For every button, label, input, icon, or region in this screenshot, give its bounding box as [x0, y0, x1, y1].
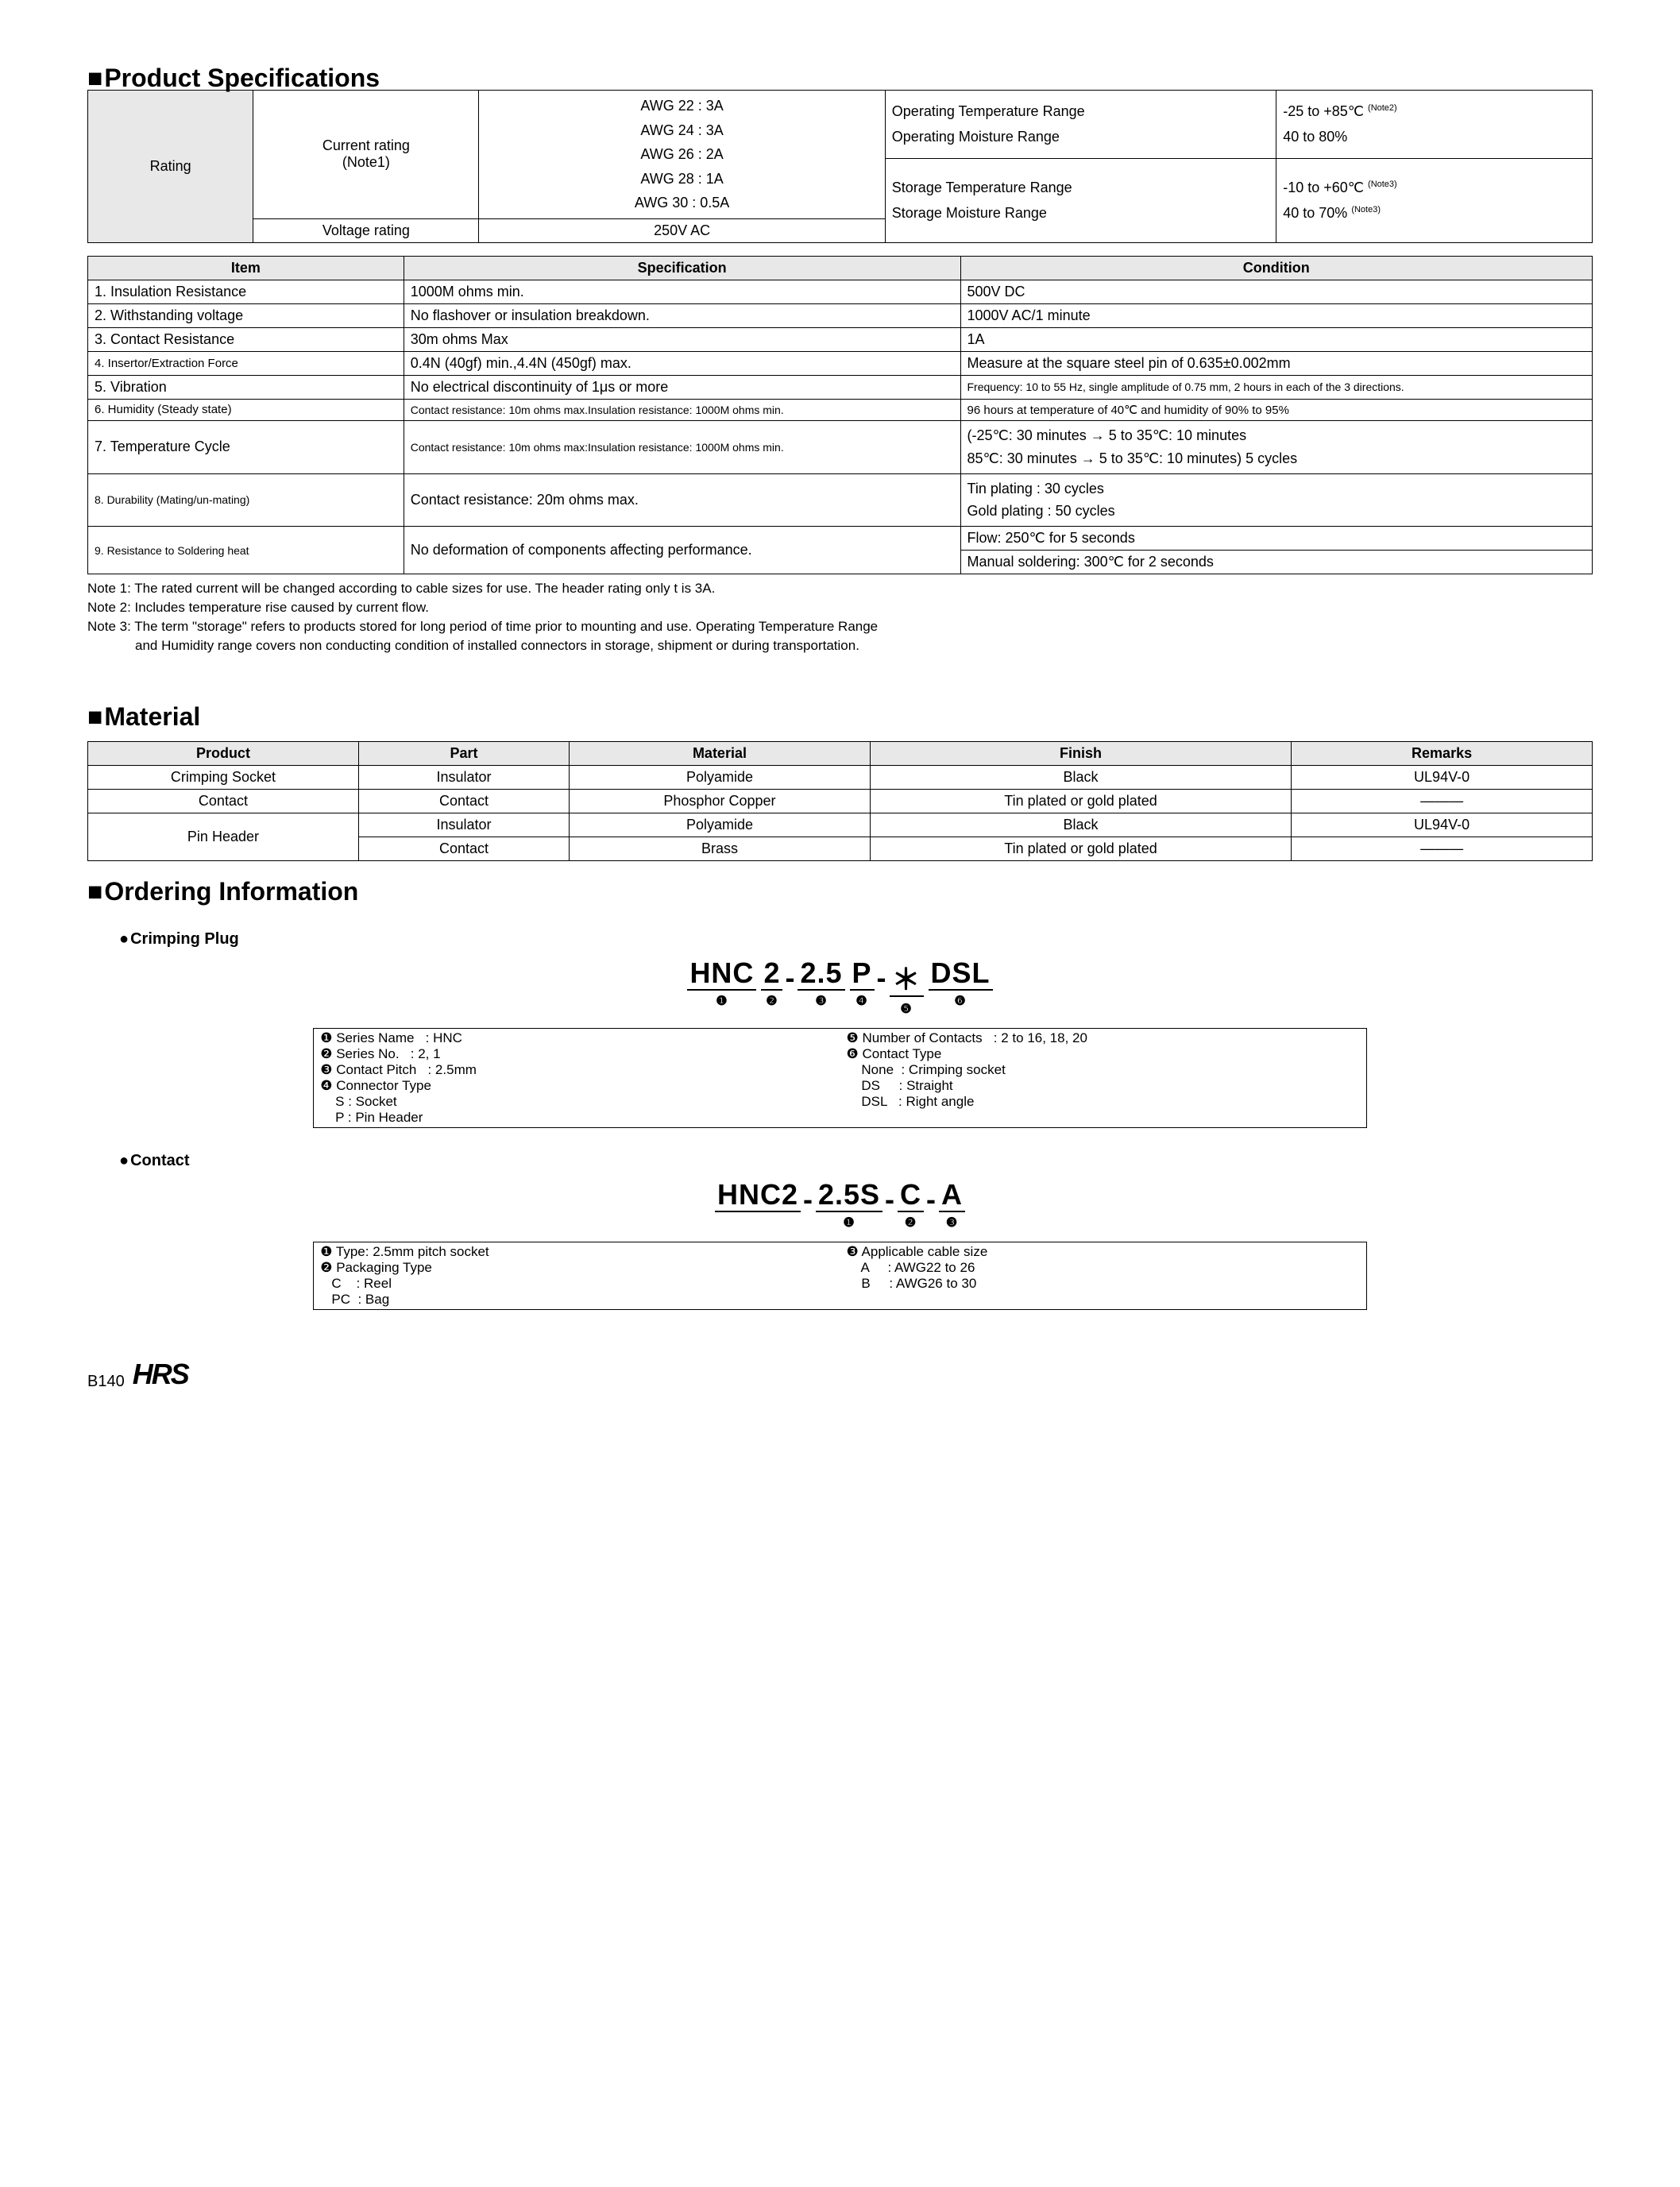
sr: 500V DC	[960, 280, 1593, 303]
sr: 7. Temperature Cycle	[88, 420, 404, 473]
note2: Note 2: Includes temperature rise caused…	[87, 598, 1593, 617]
sr: No deformation of components affecting p…	[404, 527, 960, 574]
sr: 1000M ohms min.	[404, 280, 960, 303]
sr: Flow: 250℃ for 5 seconds	[960, 527, 1593, 551]
otn: (Note2)	[1368, 103, 1397, 113]
mr: ———	[1292, 837, 1593, 861]
omv: 40 to 80%	[1283, 129, 1347, 145]
spec-h2: Condition	[960, 256, 1593, 280]
otv: -25 to +85℃	[1283, 103, 1364, 119]
vr-val: 250V AC	[479, 218, 885, 242]
note1: Note 1: The rated current will be change…	[87, 579, 1593, 598]
mr: Brass	[570, 837, 871, 861]
contact-legend: ❶ Type: 2.5mm pitch socket❷ Packaging Ty…	[313, 1242, 1367, 1310]
rating-table-real: Rating Current rating (Note1) AWG 22 : 3…	[87, 90, 1593, 243]
cr-values: AWG 22 : 3A AWG 24 : 3A AWG 26 : 2A AWG …	[479, 91, 885, 219]
sr: Manual soldering: 300℃ for 2 seconds	[960, 551, 1593, 574]
note3a: Note 3: The term "storage" refers to pro…	[87, 617, 1593, 636]
page-footer: B140 HRS	[87, 1358, 1593, 1391]
smn: (Note3)	[1351, 205, 1381, 214]
mh: Material	[570, 742, 871, 766]
mr: Insulator	[358, 813, 569, 837]
mr: Polyamide	[570, 813, 871, 837]
sr: 30m ohms Max	[404, 327, 960, 351]
spec-h0: Item	[88, 256, 404, 280]
sr: Contact resistance: 10m ohms max:Insulat…	[404, 420, 960, 473]
sr: Tin plating : 30 cycles Gold plating : 5…	[960, 473, 1593, 527]
sr: 9. Resistance to Soldering heat	[88, 527, 404, 574]
sr: Frequency: 10 to 55 Hz, single amplitude…	[960, 375, 1593, 399]
notes-block: Note 1: The rated current will be change…	[87, 579, 1593, 655]
smv: 40 to 70%	[1283, 205, 1347, 221]
sr: (-25℃: 30 minutes → 5 to 35℃: 10 minutes…	[960, 420, 1593, 473]
sr: 2. Withstanding voltage	[88, 303, 404, 327]
sr: 1A	[960, 327, 1593, 351]
mr: Contact	[358, 837, 569, 861]
mr: Insulator	[358, 766, 569, 790]
sr: 4. Insertor/Extraction Force	[88, 351, 404, 375]
sub-title-contact: Contact	[119, 1152, 1593, 1170]
mr: UL94V-0	[1292, 766, 1593, 790]
section-title-spec: Product Specifications	[87, 64, 1593, 93]
sr: No flashover or insulation breakdown.	[404, 303, 960, 327]
mr: ———	[1292, 790, 1593, 813]
op-vals: -25 to +85℃ (Note2) 40 to 80%	[1276, 91, 1593, 159]
sr: No electrical discontinuity of 1μs or mo…	[404, 375, 960, 399]
sr: Measure at the square steel pin of 0.635…	[960, 351, 1593, 375]
mh: Product	[88, 742, 359, 766]
sr: 5. Vibration	[88, 375, 404, 399]
mr: Contact	[358, 790, 569, 813]
sml: Storage Moisture Range	[892, 205, 1047, 221]
section-title-material: Material	[87, 702, 1593, 732]
contact-formula: HNC2 - 2.5S❶ - C❷ - A❸	[87, 1178, 1593, 1231]
mr: Tin plated or gold plated	[870, 790, 1291, 813]
mr: Phosphor Copper	[570, 790, 871, 813]
mh: Remarks	[1292, 742, 1593, 766]
stl: Storage Temperature Range	[892, 180, 1072, 195]
mr: Polyamide	[570, 766, 871, 790]
mr: UL94V-0	[1292, 813, 1593, 837]
op-block: Operating Temperature Range Operating Mo…	[885, 91, 1276, 159]
stn: (Note3)	[1368, 180, 1397, 189]
page-number: B140	[87, 1373, 125, 1391]
material-table: Product Part Material Finish Remarks Cri…	[87, 741, 1593, 861]
oml: Operating Moisture Range	[892, 129, 1060, 145]
section-title-ordering: Ordering Information	[87, 877, 1593, 906]
vr-label: Voltage rating	[253, 218, 479, 242]
spec-h1: Specification	[404, 256, 960, 280]
sr: 0.4N (40gf) min.,4.4N (450gf) max.	[404, 351, 960, 375]
mr: Black	[870, 813, 1291, 837]
sr: 1. Insulation Resistance	[88, 280, 404, 303]
mr: Pin Header	[88, 813, 359, 861]
spec-table: Item Specification Condition 1. Insulati…	[87, 256, 1593, 574]
rating-cell: Rating	[88, 91, 253, 243]
sr: 1000V AC/1 minute	[960, 303, 1593, 327]
sr: 8. Durability (Mating/un-mating)	[88, 473, 404, 527]
logo: HRS	[133, 1358, 188, 1391]
plug-formula: HNC❶2❷ - 2.5❸P❹ - ＊❺DSL❻	[87, 956, 1593, 1017]
stv: -10 to +60℃	[1283, 180, 1364, 195]
sub-title-plug: Crimping Plug	[119, 930, 1593, 949]
mh: Finish	[870, 742, 1291, 766]
st-block: Storage Temperature Range Storage Moistu…	[885, 158, 1276, 242]
sr: Contact resistance: 20m ohms max.	[404, 473, 960, 527]
mh: Part	[358, 742, 569, 766]
sr: 6. Humidity (Steady state)	[88, 399, 404, 420]
sr: 3. Contact Resistance	[88, 327, 404, 351]
sr: 96 hours at temperature of 40℃ and humid…	[960, 399, 1593, 420]
cr-label: Current rating (Note1)	[253, 91, 479, 219]
plug-legend: ❶ Series Name : HNC❷ Series No. : 2, 1❸ …	[313, 1028, 1367, 1128]
mr: Crimping Socket	[88, 766, 359, 790]
note3b: and Humidity range covers non conducting…	[87, 636, 1593, 655]
otl: Operating Temperature Range	[892, 103, 1085, 119]
mr: Black	[870, 766, 1291, 790]
sr: Contact resistance: 10m ohms max.Insulat…	[404, 399, 960, 420]
mr: Contact	[88, 790, 359, 813]
mr: Tin plated or gold plated	[870, 837, 1291, 861]
st-vals: -10 to +60℃ (Note3) 40 to 70% (Note3)	[1276, 158, 1593, 242]
